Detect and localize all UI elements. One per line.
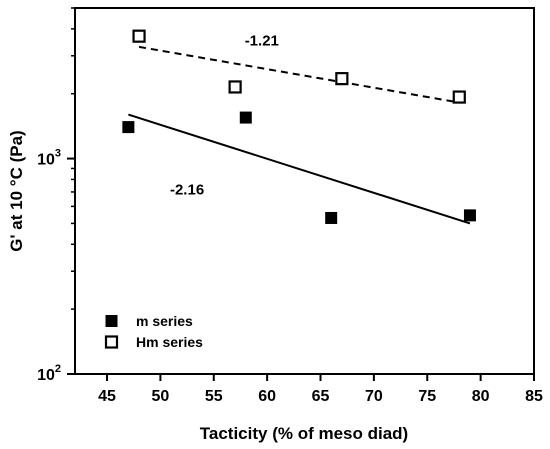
data-point-filled [122, 121, 135, 134]
y-axis-title: G' at 10 °C (Pa) [7, 130, 26, 251]
x-tick-label: 85 [525, 388, 543, 405]
slope-annotations: -2.16 -1.21 [170, 32, 279, 198]
legend: m series Hm series [104, 313, 203, 350]
data-points [122, 29, 476, 224]
x-axis-title: Tacticity (% of meso diad) [200, 424, 408, 443]
slope-label: -1.21 [245, 32, 279, 49]
x-tick-label: 55 [205, 388, 223, 405]
data-point-filled [239, 111, 252, 124]
y-axis-ticks: 102 103 [37, 7, 75, 384]
x-tick-label: 65 [312, 388, 330, 405]
plot-frame [74, 7, 535, 375]
x-tick-label: 50 [151, 388, 169, 405]
x-tick-label: 70 [365, 388, 383, 405]
data-point-open [335, 72, 349, 86]
legend-marker-open [104, 335, 119, 349]
data-point-open [132, 29, 146, 43]
legend-label: m series [136, 313, 193, 329]
x-tick-label: 60 [258, 388, 276, 405]
legend-label: Hm series [136, 334, 203, 350]
x-axis-ticks: 45 50 55 60 65 70 75 80 85 [98, 374, 543, 405]
trend-line [138, 45, 460, 104]
legend-marker-filled [105, 315, 118, 327]
data-point-open [228, 80, 242, 94]
slope-label: -2.16 [170, 182, 204, 199]
x-tick-label: 75 [418, 388, 436, 405]
data-point-filled [325, 211, 338, 224]
y-tick-label: 102 [37, 363, 61, 384]
x-tick-label: 80 [472, 388, 490, 405]
trend-lines [128, 45, 471, 225]
x-tick-label: 45 [98, 388, 116, 405]
y-tick-label: 103 [37, 148, 61, 169]
data-point-filled [463, 209, 476, 222]
data-point-open [452, 90, 466, 104]
trend-line [128, 113, 471, 225]
